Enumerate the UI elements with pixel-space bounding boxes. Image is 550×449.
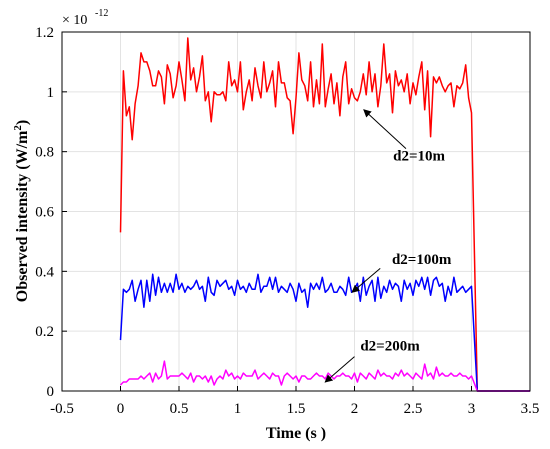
series-line-1 (119, 37, 530, 392)
annotation-arrow-3 (324, 356, 355, 383)
x-axis-title: Time (s ) (266, 425, 326, 442)
series-line-3 (119, 360, 530, 392)
annotation-label-3: d2=200m (360, 339, 420, 355)
y-tick-label: 0.2 (35, 324, 54, 340)
axis-ticks: -0.5 0 0.5 1 1.5 2 2.5 3 3.500.20.40.60.811.2 (35, 25, 539, 417)
x-tick-label: -0.5 (50, 401, 74, 417)
y-axis-title: Observed intensity (W/m2) (12, 120, 31, 302)
y-tick-label: 0.8 (35, 145, 54, 161)
y-tick-label: 0 (47, 384, 55, 400)
x-tick-label: 0.5 (170, 401, 189, 417)
y-tick-label: 0.6 (35, 205, 54, 221)
y-axis-title-main: Observed intensity (W/m (14, 130, 31, 302)
y-tick-label: 0.4 (35, 264, 54, 280)
x-tick-label: 3 (468, 401, 476, 417)
x-tick-label: 1.5 (287, 401, 306, 417)
y-tick-label: 1 (47, 85, 55, 101)
y-scale-prefix: × 10 (62, 13, 87, 28)
series-line-2 (119, 273, 530, 392)
annotation-arrow-1 (363, 109, 407, 150)
x-tick-label: 1 (234, 401, 242, 417)
x-tick-label: 2 (351, 401, 359, 417)
x-tick-label: 3.5 (521, 401, 540, 417)
annotation-arrow-2 (351, 267, 381, 293)
annotation-label-1: d2=10m (393, 149, 445, 165)
x-tick-label: 0 (117, 401, 125, 417)
annotations-layer: d2=10m d2=100m d2=200m (324, 109, 452, 383)
y-axis-title-close: ) (14, 120, 31, 125)
y-tick-label: 1.2 (35, 25, 54, 41)
x-tick-label: 2.5 (404, 401, 423, 417)
annotation-label-2: d2=100m (392, 252, 452, 268)
y-axis-title-sup: 2 (12, 125, 24, 131)
series-layer (119, 37, 530, 392)
y-scale-exponent: -12 (95, 8, 108, 19)
